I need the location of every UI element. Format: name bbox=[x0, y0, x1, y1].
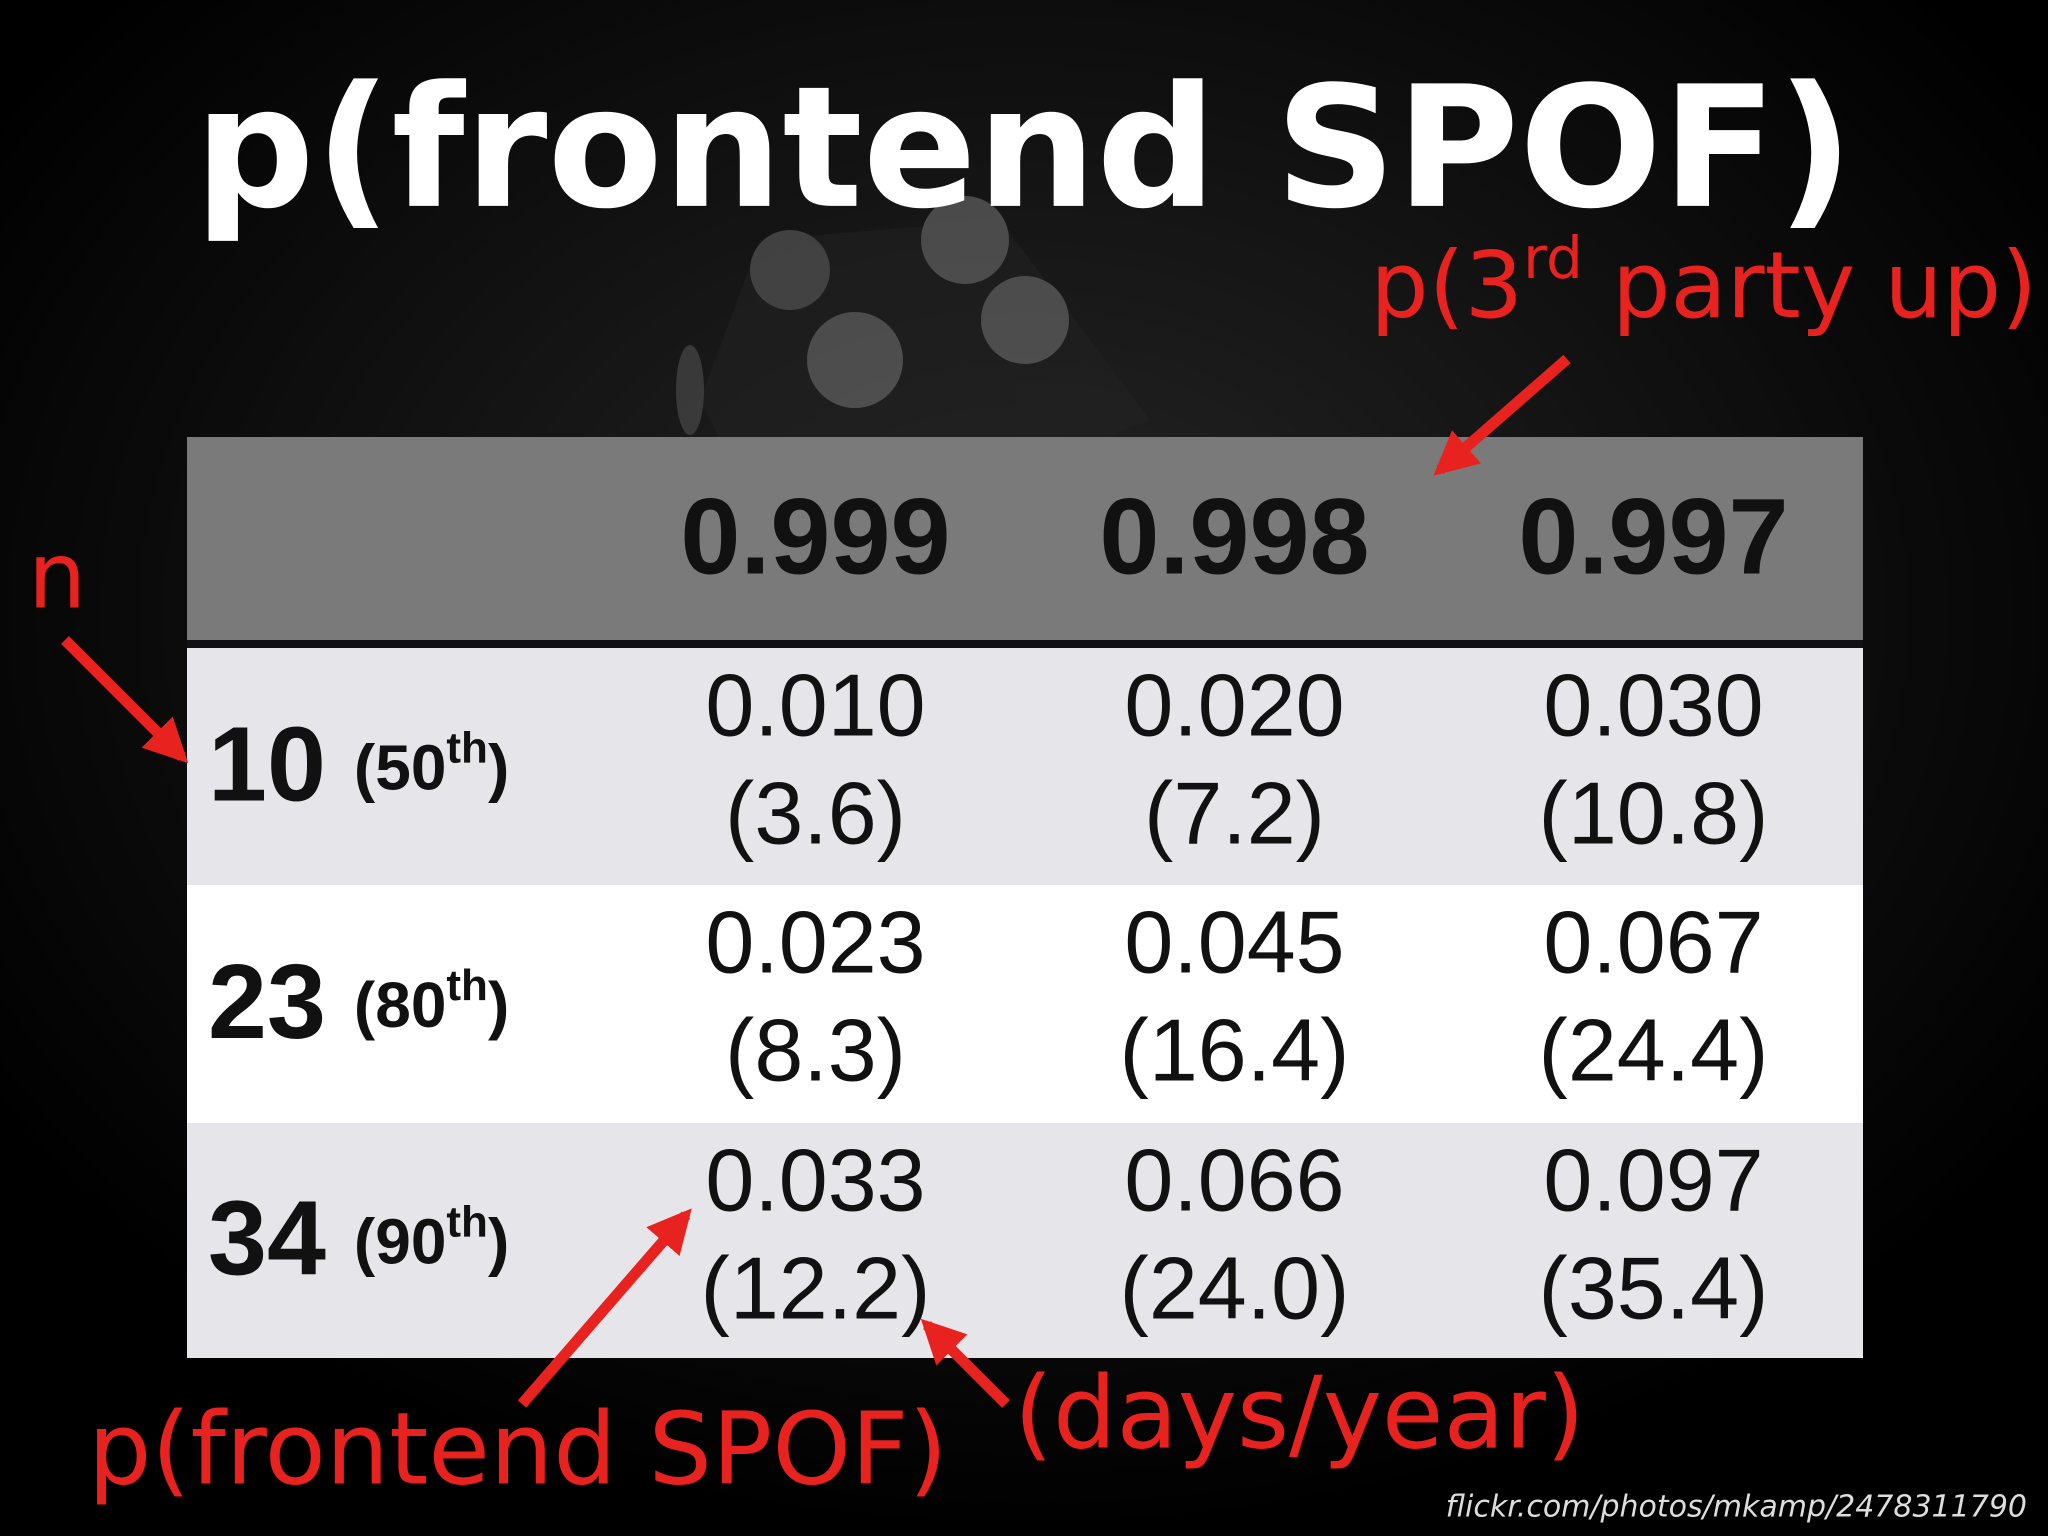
note-part: p(3 bbox=[1370, 232, 1523, 339]
cell-value-note: p(frontend SPOF) bbox=[88, 1390, 948, 1507]
arrow bbox=[61, 636, 189, 764]
arrows bbox=[61, 354, 1571, 1408]
row-rank-close: ) bbox=[488, 1205, 509, 1277]
arrow bbox=[517, 1208, 692, 1408]
credit: flickr.com/photos/mkamp/2478311790 bbox=[1446, 1490, 2027, 1525]
row-rank-sup: th bbox=[446, 723, 488, 772]
row-n: 23 bbox=[208, 943, 326, 1061]
title: p(frontend SPOF) bbox=[194, 50, 1853, 246]
note-part: party up) bbox=[1583, 232, 2037, 339]
cell-days: (24.4) bbox=[1539, 1000, 1769, 1099]
row-rank: (50 bbox=[354, 731, 447, 803]
table-row bbox=[187, 648, 1863, 885]
row-n: 10 bbox=[208, 706, 326, 824]
header-rule bbox=[187, 640, 1863, 648]
cell-value: 0.033 bbox=[705, 1130, 925, 1229]
row-label: 34 (90th) bbox=[208, 1180, 509, 1298]
cell-days: (16.4) bbox=[1120, 1000, 1350, 1099]
cell-value: 0.066 bbox=[1124, 1130, 1344, 1229]
row-rank-sup: th bbox=[446, 1197, 488, 1246]
table-row bbox=[187, 1123, 1863, 1358]
cell-days-note: (days/year) bbox=[1014, 1354, 1585, 1471]
column-axis-note: p(3rd party up) bbox=[1370, 224, 2037, 339]
row-label: 10 (50th) bbox=[208, 706, 509, 824]
cell-days: (3.6) bbox=[725, 763, 906, 862]
header-cell: 0.997 bbox=[1518, 476, 1788, 597]
cell-value: 0.023 bbox=[705, 892, 925, 991]
row-label: 23 (80th) bbox=[208, 943, 509, 1061]
arrow bbox=[920, 1318, 1010, 1408]
cell-value: 0.067 bbox=[1543, 892, 1763, 991]
cell-value: 0.045 bbox=[1124, 892, 1344, 991]
table-row bbox=[187, 885, 1863, 1123]
row-rank-close: ) bbox=[488, 969, 509, 1041]
cell-days: (8.3) bbox=[725, 1000, 906, 1099]
dice-decoration bbox=[676, 196, 1150, 440]
cell-days: (24.0) bbox=[1120, 1238, 1350, 1337]
row-rank-sup: th bbox=[446, 961, 488, 1010]
row-axis-note: n bbox=[28, 522, 86, 629]
cell-value: 0.020 bbox=[1124, 655, 1344, 754]
cell-value: 0.010 bbox=[705, 655, 925, 754]
row-rank: (80 bbox=[354, 969, 447, 1041]
header-row bbox=[187, 437, 1863, 644]
arrow bbox=[1433, 354, 1571, 476]
cell-days: (7.2) bbox=[1144, 763, 1325, 862]
cell-days: (35.4) bbox=[1539, 1238, 1769, 1337]
row-rank-close: ) bbox=[488, 731, 509, 803]
cell-value: 0.097 bbox=[1543, 1130, 1763, 1229]
cell-days: (12.2) bbox=[701, 1238, 931, 1337]
header-cell: 0.998 bbox=[1099, 476, 1369, 597]
header-cell: 0.999 bbox=[680, 476, 950, 597]
row-rank: (90 bbox=[354, 1205, 447, 1277]
cell-value: 0.030 bbox=[1543, 655, 1763, 754]
row-n: 34 bbox=[208, 1180, 326, 1298]
note-sup: rd bbox=[1523, 224, 1583, 292]
cell-days: (10.8) bbox=[1539, 763, 1769, 862]
